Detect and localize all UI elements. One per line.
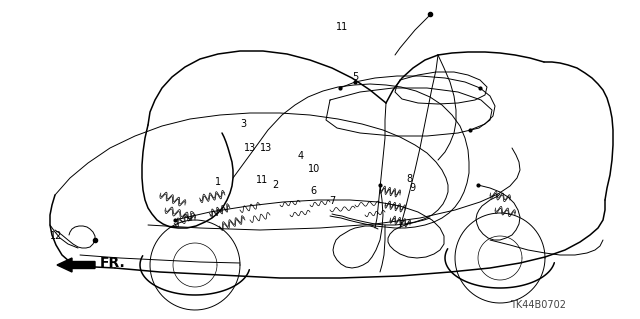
Text: 13: 13 [259,143,272,153]
Text: 1: 1 [214,177,221,187]
Text: 7: 7 [330,196,336,206]
Text: 11: 11 [336,22,349,32]
Text: 5: 5 [352,71,358,82]
FancyArrow shape [57,258,95,272]
Text: 3: 3 [240,119,246,130]
Text: TK44B0702: TK44B0702 [509,300,566,310]
Text: 6: 6 [310,186,317,197]
Text: 8: 8 [406,174,413,184]
Text: 9: 9 [410,183,416,193]
Text: FR.: FR. [100,256,125,270]
Text: 4: 4 [298,151,304,161]
Text: 2: 2 [272,180,278,190]
Text: 13: 13 [243,143,256,153]
Text: 12: 12 [50,231,63,241]
Text: 11: 11 [256,175,269,185]
Text: 10: 10 [307,164,320,174]
